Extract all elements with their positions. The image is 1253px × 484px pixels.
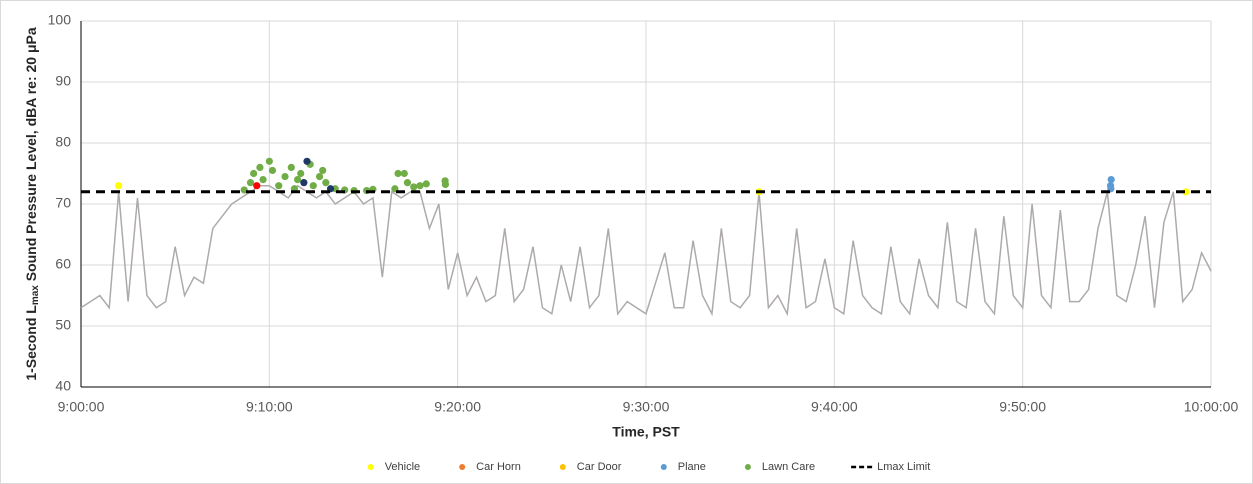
point bbox=[416, 182, 424, 190]
point bbox=[293, 176, 302, 184]
y-label-part: Sound Pressure Level, dBA re: 20 μPa bbox=[23, 27, 39, 285]
point bbox=[268, 166, 277, 175]
y-tick-label: 50 bbox=[55, 317, 71, 333]
y-tick-label: 70 bbox=[55, 195, 71, 211]
point bbox=[259, 176, 267, 184]
y-label-part: 1-Second L bbox=[23, 305, 39, 381]
legend-label: Car Horn bbox=[476, 461, 521, 473]
legend-item: Vehicle bbox=[367, 461, 420, 473]
x-tick-label: 9:00:00 bbox=[58, 399, 105, 415]
point bbox=[322, 179, 330, 187]
x-tick-label: 9:30:00 bbox=[623, 399, 670, 415]
y-axis-label: 1-Second Lmax Sound Pressure Level, dBA … bbox=[23, 27, 41, 381]
point bbox=[319, 166, 327, 175]
point bbox=[1107, 176, 1115, 184]
point bbox=[275, 182, 283, 190]
point bbox=[303, 157, 311, 165]
point bbox=[297, 169, 305, 178]
point bbox=[403, 179, 412, 187]
point bbox=[394, 169, 402, 178]
legend-swatch bbox=[459, 464, 466, 470]
y-tick-label: 90 bbox=[55, 73, 71, 89]
point bbox=[315, 172, 324, 181]
legend-label: Plane bbox=[678, 461, 706, 473]
point bbox=[250, 169, 258, 178]
point bbox=[265, 157, 273, 165]
legend-swatch bbox=[660, 464, 667, 470]
legend-label: Car Door bbox=[577, 461, 622, 473]
legend-label: Vehicle bbox=[385, 461, 420, 473]
y-tick-label: 40 bbox=[55, 378, 71, 394]
legend-swatch bbox=[559, 464, 566, 470]
point bbox=[246, 179, 255, 187]
point bbox=[422, 180, 430, 188]
x-tick-label: 9:20:00 bbox=[434, 399, 481, 415]
legend-label: Lmax Limit bbox=[877, 461, 930, 473]
legend-item: Lawn Care bbox=[744, 461, 815, 473]
legend-item: Car Horn bbox=[459, 461, 521, 473]
legend-item: Car Door bbox=[559, 461, 622, 473]
x-tick-label: 9:40:00 bbox=[811, 399, 858, 415]
point bbox=[410, 183, 418, 191]
data-line bbox=[80, 184, 1212, 317]
legend-swatch bbox=[367, 464, 374, 470]
point bbox=[300, 179, 308, 187]
point bbox=[115, 182, 123, 190]
x-axis-label: Time, PST bbox=[612, 424, 680, 440]
y-tick-label: 80 bbox=[55, 134, 71, 150]
point bbox=[287, 163, 295, 171]
legend-label: Lawn Care bbox=[762, 461, 815, 473]
x-tick-label: 9:10:00 bbox=[246, 399, 293, 415]
point bbox=[253, 182, 261, 190]
point bbox=[1182, 188, 1190, 196]
x-tick-label: 9:50:00 bbox=[999, 399, 1046, 415]
legend-swatch bbox=[744, 464, 751, 470]
y-tick-label: 60 bbox=[55, 256, 71, 272]
y-tick-label: 100 bbox=[48, 12, 72, 28]
legend: Vehicle Car Horn Car Door Plane Lawn Care Lma… bbox=[367, 461, 930, 473]
legend-item: Plane bbox=[660, 461, 706, 473]
x-tick-label: 10:00:00 bbox=[1184, 399, 1239, 415]
point bbox=[400, 169, 408, 178]
point bbox=[441, 180, 450, 189]
point bbox=[281, 172, 289, 181]
point bbox=[256, 163, 264, 171]
point bbox=[309, 182, 317, 190]
legend-item: Lmax Limit bbox=[851, 461, 930, 473]
y-label-sub: max bbox=[30, 285, 41, 305]
